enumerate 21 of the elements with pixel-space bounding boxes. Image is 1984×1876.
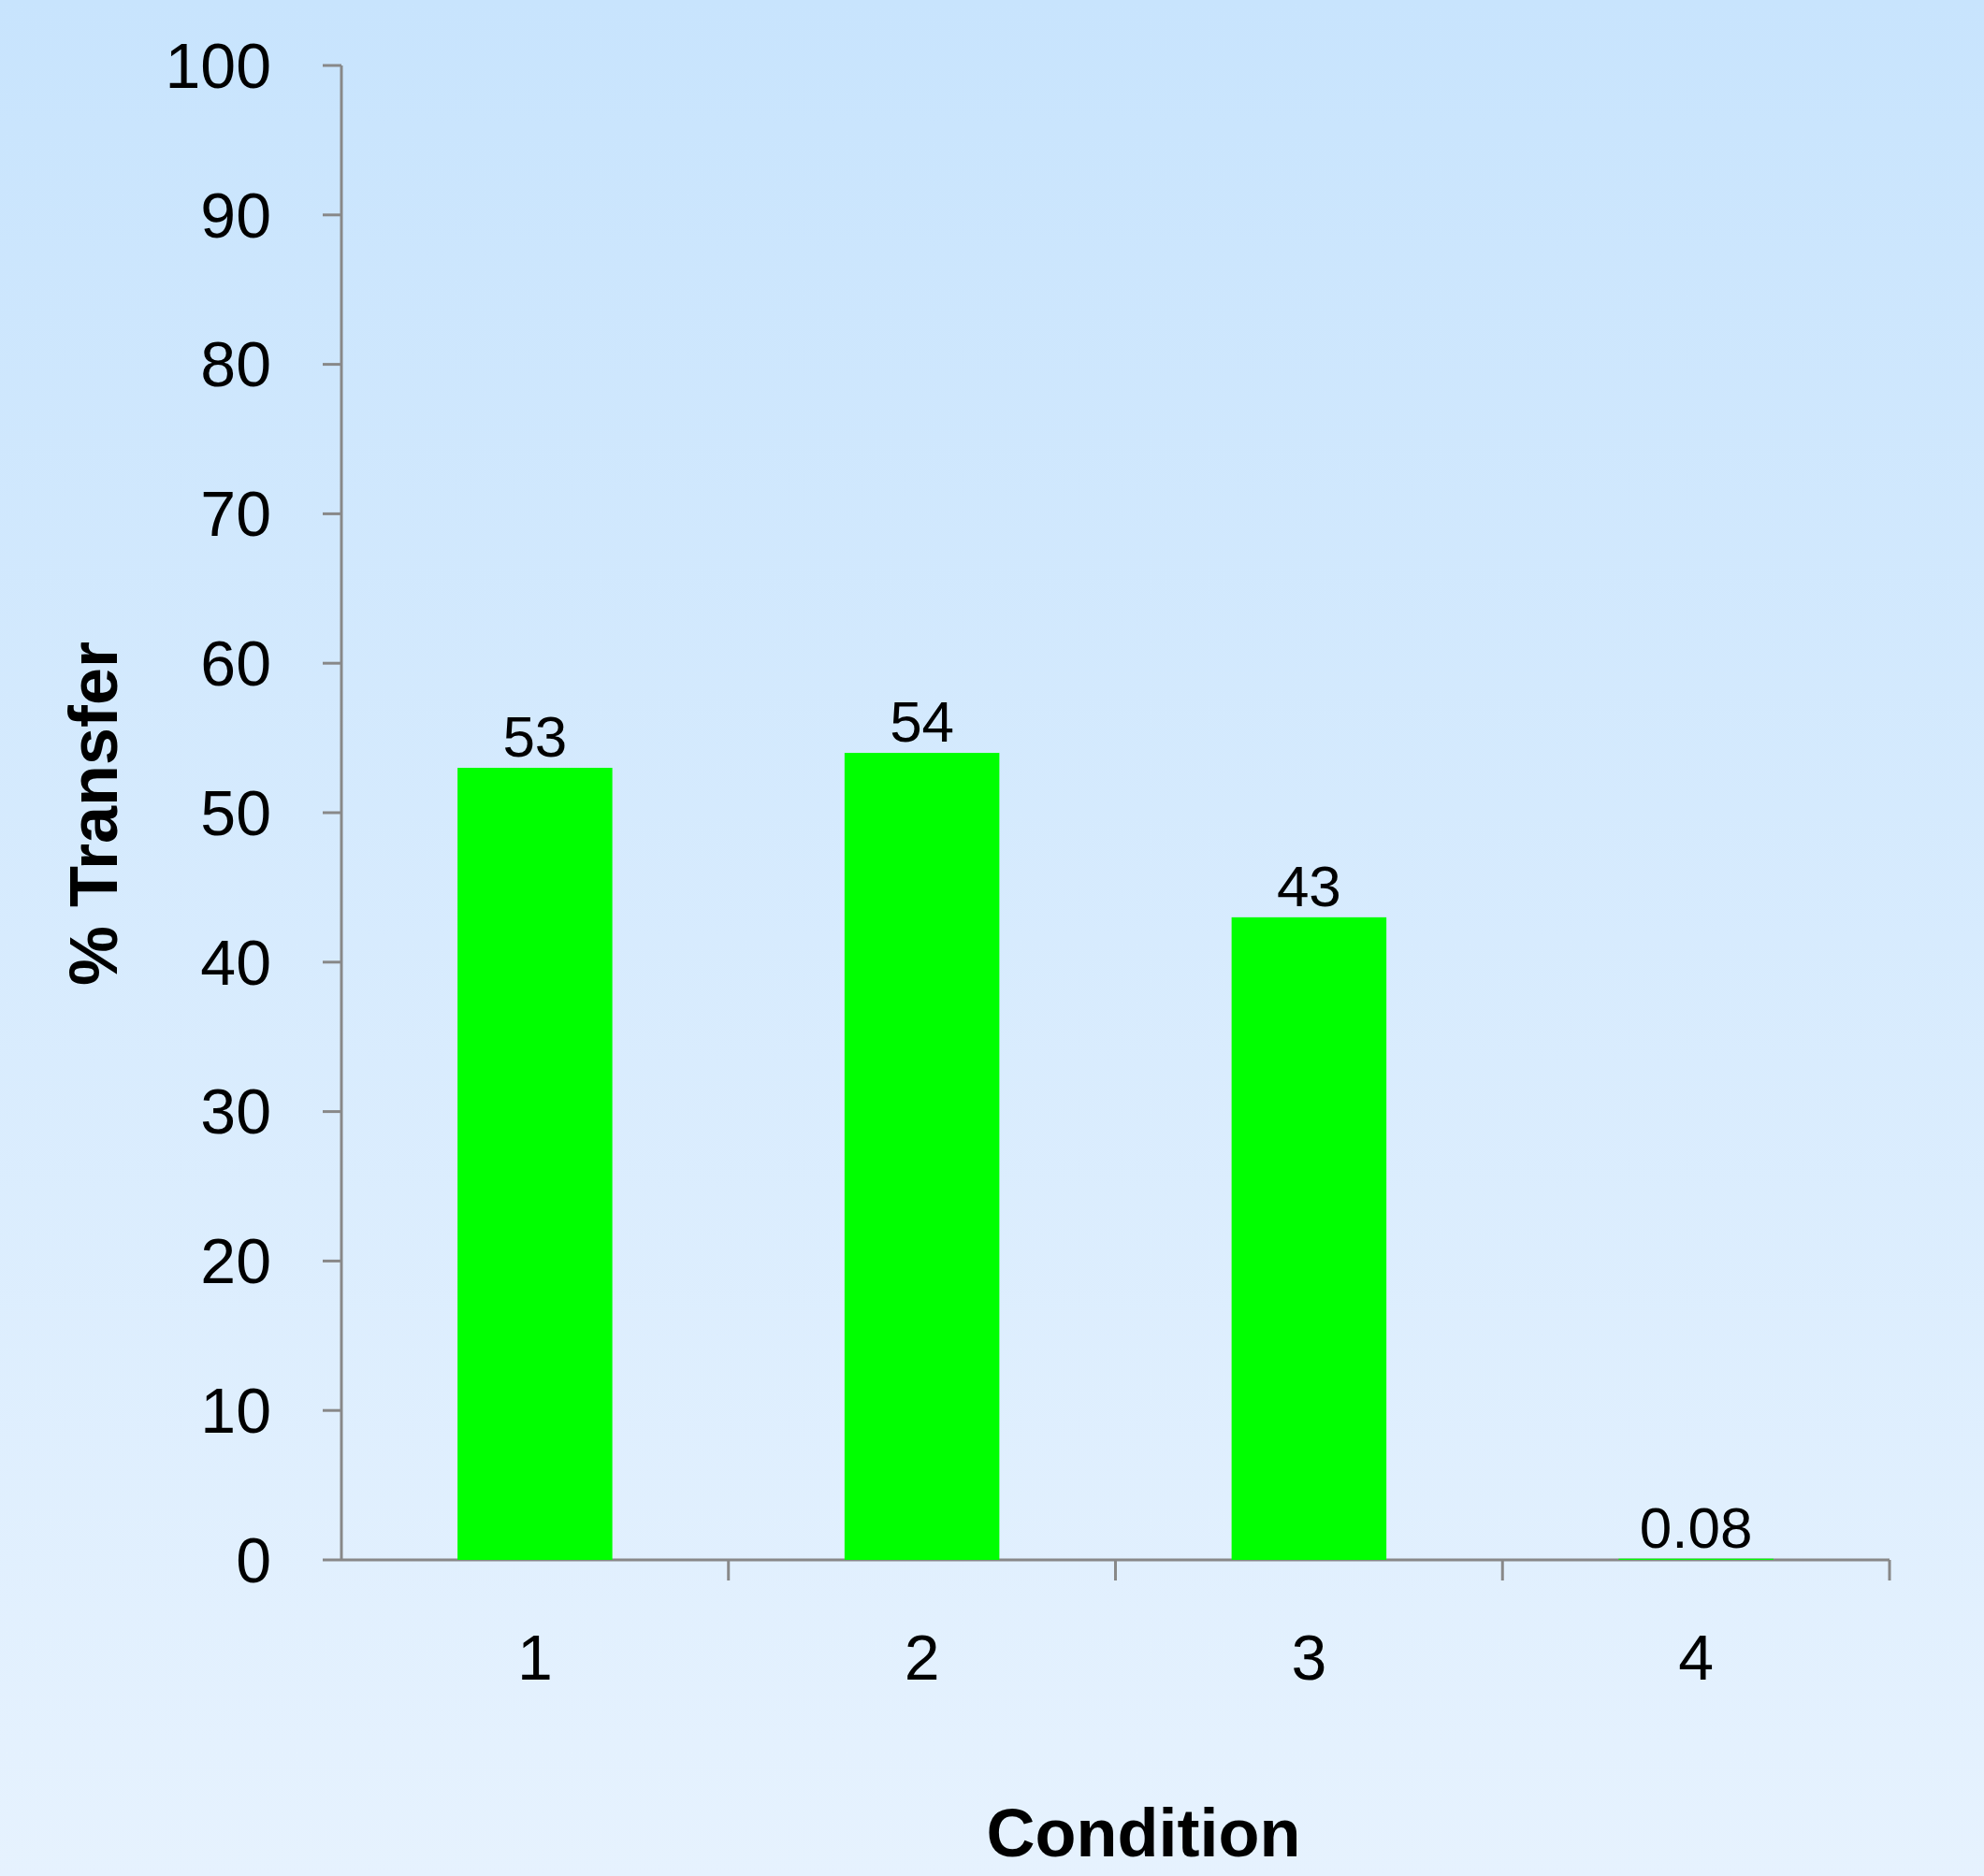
y-tick-label: 100 bbox=[165, 29, 271, 101]
x-tick-label: 1 bbox=[516, 1621, 553, 1693]
y-tick-label: 10 bbox=[200, 1375, 271, 1446]
x-axis-title: Condition bbox=[986, 1796, 1301, 1871]
y-tick-label: 60 bbox=[200, 628, 271, 699]
x-tick-label: 2 bbox=[904, 1621, 940, 1693]
data-label: 43 bbox=[1276, 853, 1341, 918]
data-label: 54 bbox=[890, 689, 955, 755]
y-tick-label: 0 bbox=[236, 1523, 271, 1595]
y-tick-label: 40 bbox=[200, 926, 271, 998]
y-tick-label: 80 bbox=[200, 328, 271, 400]
data-label: 0.08 bbox=[1639, 1494, 1753, 1560]
y-tick-label: 70 bbox=[200, 478, 271, 550]
data-label: 53 bbox=[502, 704, 568, 770]
y-tick-label: 90 bbox=[200, 179, 271, 251]
y-tick-label: 20 bbox=[200, 1225, 271, 1297]
x-tick-label: 3 bbox=[1291, 1621, 1327, 1693]
y-tick-label: 30 bbox=[200, 1075, 271, 1147]
y-tick-label: 50 bbox=[200, 776, 271, 848]
x-tick-label: 4 bbox=[1678, 1621, 1715, 1693]
y-axis-title: % Transfer bbox=[56, 641, 132, 987]
